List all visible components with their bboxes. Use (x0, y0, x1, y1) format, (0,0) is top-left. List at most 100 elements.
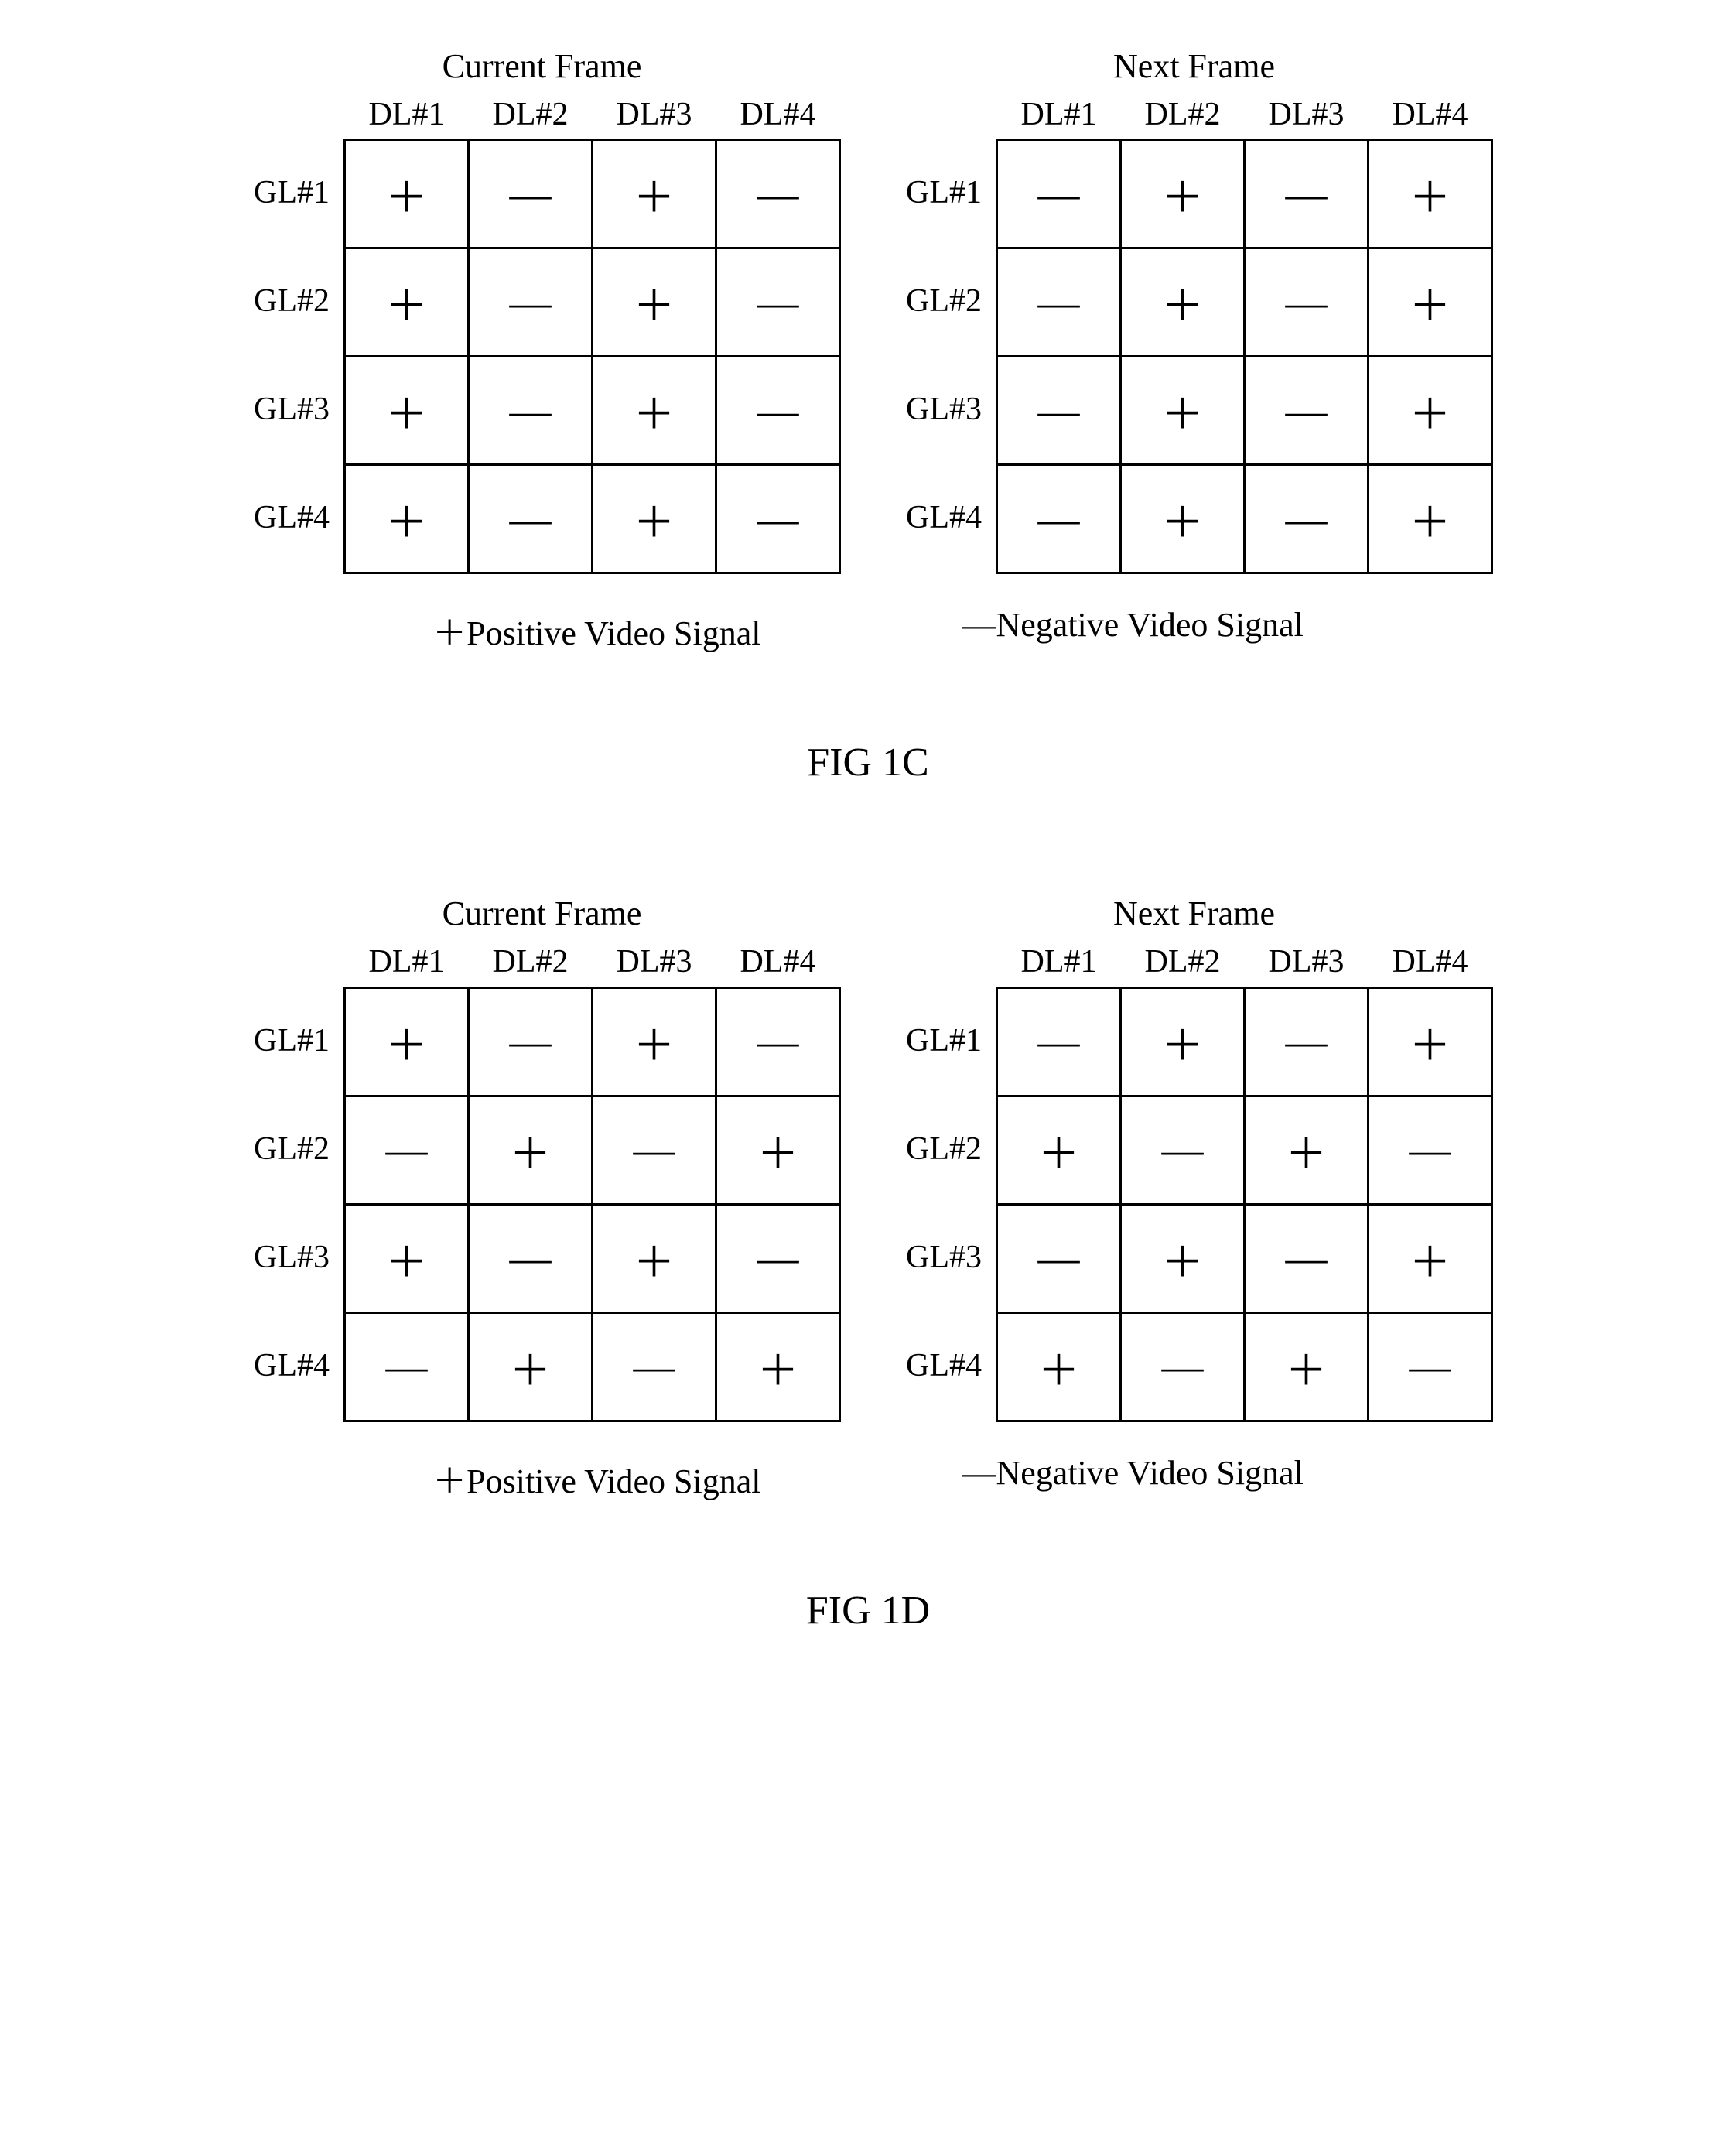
grid-cell: — (716, 140, 840, 248)
grid-row: ＋—＋— (997, 1312, 1492, 1421)
grid-row: —＋—＋ (997, 140, 1492, 248)
grid-cell: — (469, 1204, 593, 1312)
grid-cell: — (1121, 1312, 1245, 1421)
grid-cell: ＋ (345, 987, 469, 1096)
legend-negative: —Negative Video Signal (962, 605, 1303, 655)
column-header: DL#3 (593, 942, 716, 981)
column-headers: DL#1DL#2DL#3DL#4 (345, 942, 840, 981)
column-header: DL#3 (1245, 942, 1369, 981)
row-label: GL#3 (895, 1203, 996, 1312)
figures-root: Current FrameDL#1DL#2DL#3DL#4GL#1GL#2GL#… (62, 46, 1674, 1633)
row-label: GL#2 (243, 247, 343, 355)
grid-row: ＋—＋— (345, 1204, 840, 1312)
legend-positive: ＋Positive Video Signal (432, 1453, 760, 1503)
grid-cell: — (997, 248, 1121, 357)
grid-cell: ＋ (1245, 1312, 1369, 1421)
grid-cell: — (1245, 248, 1369, 357)
row-label: GL#2 (895, 247, 996, 355)
grid-cell: ＋ (1369, 1204, 1492, 1312)
column-header: DL#2 (1121, 95, 1245, 134)
row-label: GL#4 (895, 463, 996, 572)
legend-positive: ＋Positive Video Signal (432, 605, 760, 655)
grid-cell: — (1245, 987, 1369, 1096)
row-label: GL#1 (895, 987, 996, 1095)
legends-row: ＋Positive Video Signal —Negative Video Si… (62, 605, 1674, 655)
grid-cell: — (593, 1312, 716, 1421)
grid-cell: ＋ (593, 1204, 716, 1312)
grid-row: ＋—＋— (345, 987, 840, 1096)
grid-cell: — (716, 1204, 840, 1312)
frame-title: Current Frame (443, 46, 642, 86)
column-header: DL#1 (345, 942, 469, 981)
grid-row: ＋—＋— (345, 140, 840, 248)
row-labels: GL#1GL#2GL#3GL#4 (895, 987, 996, 1422)
grid-area: GL#1GL#2GL#3GL#4＋—＋——＋—＋＋—＋——＋—＋ (243, 987, 841, 1422)
panel: Next FrameDL#1DL#2DL#3DL#4GL#1GL#2GL#3GL… (895, 894, 1493, 1421)
grid-cell: ＋ (1369, 465, 1492, 573)
grid-cell: ＋ (1369, 357, 1492, 465)
grid-cell: ＋ (593, 248, 716, 357)
grid-cell: — (1245, 465, 1369, 573)
frame-title: Current Frame (443, 894, 642, 933)
grid-row: —＋—＋ (345, 1312, 840, 1421)
signal-grid: —＋—＋＋—＋——＋—＋＋—＋— (996, 987, 1493, 1422)
grid-row: —＋—＋ (997, 465, 1492, 573)
grid-cell: — (997, 357, 1121, 465)
grid-row: ＋—＋— (345, 465, 840, 573)
grid-cell: ＋ (1121, 140, 1245, 248)
grid-cell: ＋ (345, 465, 469, 573)
grid-cell: — (469, 357, 593, 465)
grid-cell: — (345, 1096, 469, 1204)
column-header: DL#4 (1369, 942, 1492, 981)
grid-cell: ＋ (997, 1096, 1121, 1204)
signal-grid: ＋—＋—＋—＋—＋—＋—＋—＋— (343, 139, 841, 574)
grid-cell: ＋ (593, 987, 716, 1096)
grid-area: GL#1GL#2GL#3GL#4＋—＋—＋—＋—＋—＋—＋—＋— (243, 139, 841, 574)
grid-cell: — (1369, 1312, 1492, 1421)
grid-cell: ＋ (345, 357, 469, 465)
grid-row: ＋—＋— (345, 357, 840, 465)
panels-row: Current FrameDL#1DL#2DL#3DL#4GL#1GL#2GL#… (62, 894, 1674, 1421)
grid-cell: ＋ (1121, 987, 1245, 1096)
column-header: DL#2 (1121, 942, 1245, 981)
grid-cell: ＋ (997, 1312, 1121, 1421)
column-headers: DL#1DL#2DL#3DL#4 (997, 942, 1492, 981)
grid-cell: — (716, 465, 840, 573)
grid-cell: — (469, 248, 593, 357)
grid-cell: — (1245, 140, 1369, 248)
panel: Current FrameDL#1DL#2DL#3DL#4GL#1GL#2GL#… (243, 46, 841, 574)
grid-cell: ＋ (345, 1204, 469, 1312)
grid-cell: — (1245, 357, 1369, 465)
grid-row: ＋—＋— (345, 248, 840, 357)
grid-cell: — (469, 140, 593, 248)
column-headers: DL#1DL#2DL#3DL#4 (997, 95, 1492, 134)
row-label: GL#4 (243, 1312, 343, 1420)
grid-cell: — (469, 987, 593, 1096)
grid-cell: — (716, 357, 840, 465)
grid-cell: ＋ (593, 357, 716, 465)
row-label: GL#1 (895, 139, 996, 247)
signal-grid: ＋—＋——＋—＋＋—＋——＋—＋ (343, 987, 841, 1422)
legend-negative: —Negative Video Signal (962, 1453, 1303, 1503)
row-label: GL#2 (895, 1095, 996, 1203)
grid-cell: ＋ (469, 1312, 593, 1421)
grid-cell: — (716, 248, 840, 357)
figure-block: Current FrameDL#1DL#2DL#3DL#4GL#1GL#2GL#… (62, 894, 1674, 1633)
grid-cell: ＋ (1121, 465, 1245, 573)
grid-area: GL#1GL#2GL#3GL#4—＋—＋—＋—＋—＋—＋—＋—＋ (895, 139, 1493, 574)
row-label: GL#3 (895, 355, 996, 463)
grid-cell: — (997, 140, 1121, 248)
grid-cell: — (469, 465, 593, 573)
grid-cell: — (1245, 1204, 1369, 1312)
grid-row: —＋—＋ (997, 248, 1492, 357)
grid-cell: ＋ (469, 1096, 593, 1204)
panel: Next FrameDL#1DL#2DL#3DL#4GL#1GL#2GL#3GL… (895, 46, 1493, 574)
grid-cell: — (1369, 1096, 1492, 1204)
panel: Current FrameDL#1DL#2DL#3DL#4GL#1GL#2GL#… (243, 894, 841, 1421)
grid-cell: ＋ (1121, 1204, 1245, 1312)
grid-cell: ＋ (345, 248, 469, 357)
grid-cell: — (1121, 1096, 1245, 1204)
grid-cell: ＋ (345, 140, 469, 248)
grid-cell: ＋ (593, 140, 716, 248)
row-labels: GL#1GL#2GL#3GL#4 (243, 987, 343, 1422)
